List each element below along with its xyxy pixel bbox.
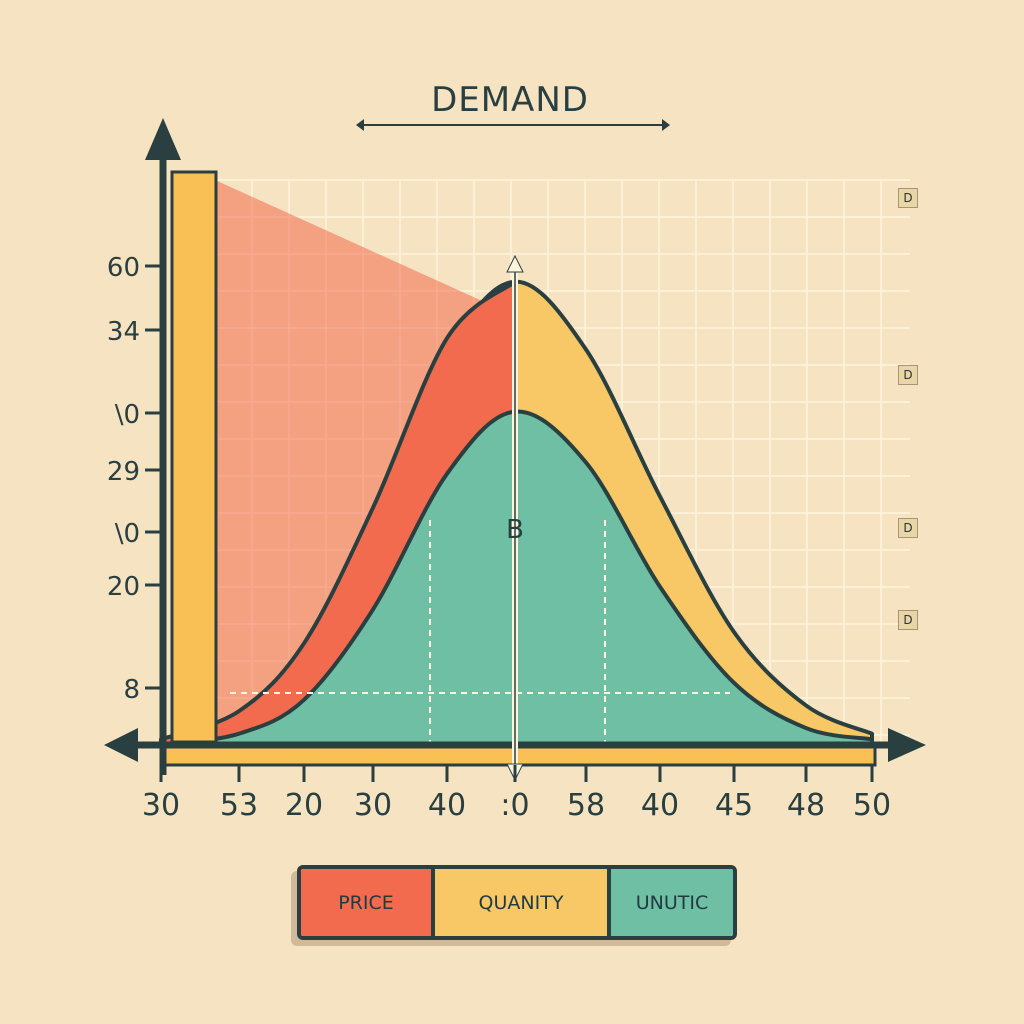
- y-tick-label: 34: [107, 317, 140, 347]
- title-double-arrow-icon: [356, 119, 670, 131]
- x-tick-label: 20: [285, 788, 323, 823]
- chart-title: DEMAND: [431, 80, 589, 120]
- y-tick-label: \0: [115, 400, 140, 430]
- y-tick-label: 60: [107, 253, 140, 283]
- x-tick-label: 40: [641, 788, 679, 823]
- legend-item-unutic: UNUTIC: [611, 869, 733, 936]
- center-arrow-up-icon: [506, 254, 524, 273]
- right-marker: D: [898, 188, 918, 208]
- x-tick-label: 53: [220, 788, 258, 823]
- x-tick-label: 48: [787, 788, 825, 823]
- x-axis-right-arrow-icon: [888, 728, 926, 762]
- y-tick-label: 8: [123, 675, 140, 705]
- legend-item-quantity: QUANITY: [435, 869, 611, 936]
- right-marker: D: [898, 518, 918, 538]
- y-tick-label: \0: [115, 519, 140, 549]
- x-tick-label: 40: [428, 788, 466, 823]
- x-tick-label: :0: [500, 788, 529, 823]
- y-tick-label: 20: [107, 572, 140, 602]
- x-tick-label: 30: [142, 788, 180, 823]
- center-label: B: [506, 515, 524, 545]
- legend-item-price: PRICE: [301, 869, 435, 936]
- x-tick-label: 50: [853, 788, 891, 823]
- x-tick-label: 58: [567, 788, 605, 823]
- x-tick-label: 30: [354, 788, 392, 823]
- y-axis-arrow-icon: [145, 118, 181, 160]
- right-marker: D: [898, 365, 918, 385]
- y-tick-label: 29: [107, 457, 140, 487]
- x-axis-left-arrow-icon: [104, 728, 138, 762]
- right-marker: D: [898, 610, 918, 630]
- x-tick-label: 45: [715, 788, 753, 823]
- vertical-bar: [170, 170, 218, 744]
- legend: PRICE QUANITY UNUTIC: [297, 865, 737, 940]
